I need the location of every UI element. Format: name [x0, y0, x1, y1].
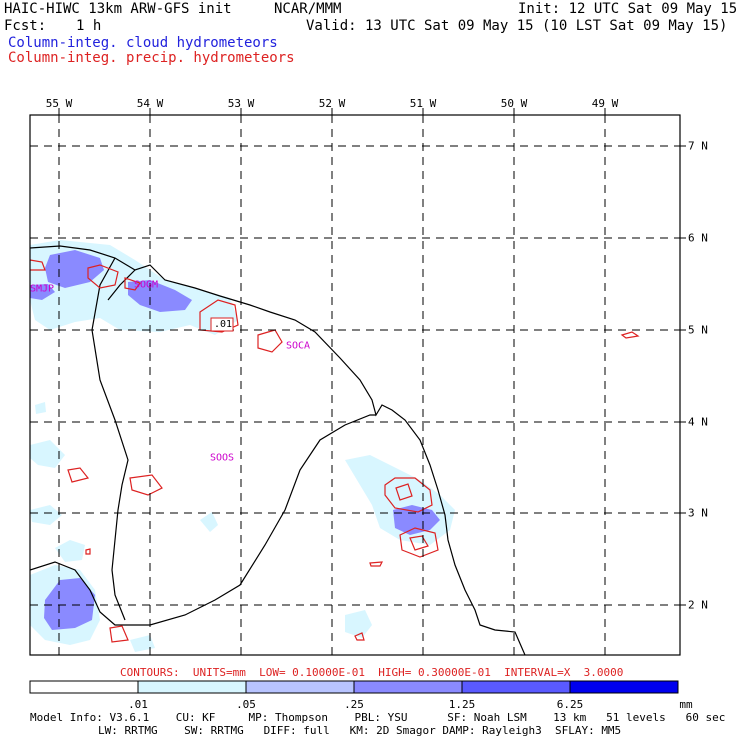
contour-label-box [210, 317, 234, 332]
lon-label-49w: 49 W [591, 97, 619, 110]
colorbar-tick-1: .05 [236, 698, 256, 711]
border-interior [107, 269, 136, 301]
station-sogm: SOGM [133, 279, 159, 291]
colorbar-units: mm [679, 698, 693, 711]
lat-label-4n: 4 N [688, 415, 708, 429]
lat-label-7n: 7 N [688, 139, 708, 153]
org-label: NCAR/MMM [274, 1, 342, 17]
shaded-hydrometeor-field [30, 240, 455, 652]
axis-ticks [58, 108, 686, 606]
colorbar-tick-2: .25 [344, 698, 364, 711]
colorbar-tick-0: .01 [128, 698, 148, 711]
lat-label-6n: 6 N [688, 231, 708, 245]
field-title-precip: Column-integ. precip. hydrometeors [8, 50, 295, 66]
contours-info: CONTOURS: UNITS=mm LOW= 0.10000E-01 HIGH… [120, 666, 624, 679]
fcst-value: 1 h [76, 18, 102, 34]
fcst-label: Fcst: [4, 18, 47, 34]
cloud-shade-level-1 [30, 240, 455, 652]
precip-contours [29, 259, 640, 643]
border-west [91, 257, 129, 621]
lat-lon-grid [30, 115, 680, 655]
plot-frame [29, 114, 681, 656]
coastline-boundaries [30, 245, 526, 655]
lat-label-3n: 3 N [688, 506, 708, 520]
station-soos: SOOS [209, 452, 235, 464]
field-title-cloud: Column-integ. cloud hydrometeors [8, 35, 278, 51]
colorbar-tick-3: 1.25 [448, 698, 476, 711]
footer-model-info: Model Info: V3.6.1 CU: KF MP: Thompson P… [30, 711, 726, 724]
border-south [30, 414, 376, 626]
valid-time: Valid: 13 UTC Sat 09 May 15 (10 LST Sat … [306, 18, 728, 34]
lat-label-5n: 5 N [688, 323, 708, 337]
footer-physics-info: LW: RRTMG SW: RRTMG DIFF: full KM: 2D Sm… [98, 724, 622, 737]
lon-label-54w: 54 W [136, 97, 164, 110]
init-time: Init: 12 UTC Sat 09 May 15 [518, 1, 738, 17]
lon-label-51w: 51 W [409, 97, 437, 110]
lon-label-53w: 53 W [227, 97, 255, 110]
model-title: HAIC-HIWC 13km ARW-GFS init [4, 1, 232, 17]
colorbar-tick-4: 6.25 [556, 698, 584, 711]
colorbar [29, 680, 679, 694]
station-smjp: SMJP [29, 283, 55, 295]
lat-label-2n: 2 N [688, 598, 708, 612]
coastline [30, 245, 526, 655]
contour-label: .01 [214, 319, 233, 330]
lon-label-50w: 50 W [500, 97, 528, 110]
lon-label-55w: 55 W [45, 97, 73, 110]
station-soca: SOCA [285, 340, 311, 352]
lon-label-52w: 52 W [318, 97, 346, 110]
